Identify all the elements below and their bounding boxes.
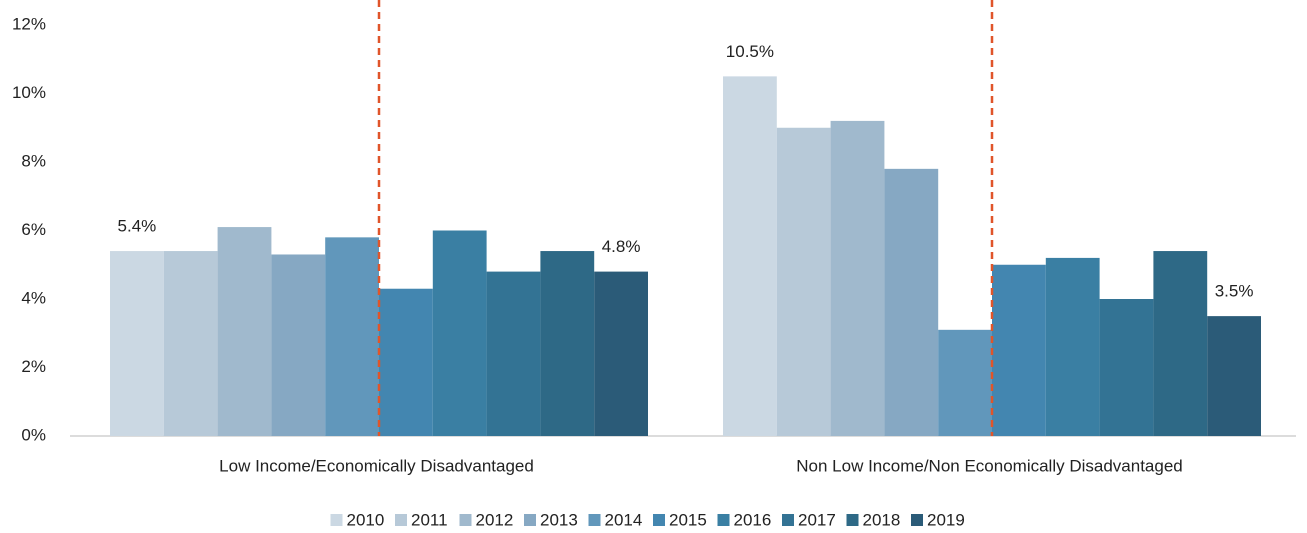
bar <box>884 168 939 436</box>
y-tick-label: 12% <box>12 14 46 33</box>
legend-swatch <box>395 514 407 526</box>
bar <box>723 76 777 436</box>
legend-label: 2011 <box>411 510 448 529</box>
data-label: 5.4% <box>118 217 157 236</box>
legend-label: 2016 <box>734 510 772 529</box>
legend-swatch <box>588 514 601 526</box>
legend-swatch <box>782 514 794 526</box>
bar <box>830 120 885 437</box>
data-label: 3.5% <box>1215 282 1254 301</box>
legend-swatch <box>459 514 472 526</box>
y-tick-label: 10% <box>12 83 46 102</box>
bar <box>163 251 218 436</box>
legend-swatch <box>524 514 536 526</box>
bar <box>540 251 595 436</box>
legend-swatch <box>846 514 859 526</box>
legend-label: 2014 <box>605 510 643 529</box>
bar <box>325 237 379 436</box>
y-tick-label: 6% <box>21 220 46 239</box>
bar <box>432 230 487 436</box>
legend-swatch <box>717 514 730 526</box>
bar <box>217 227 272 436</box>
bar <box>776 127 831 436</box>
bar <box>938 329 992 436</box>
legend-label: 2019 <box>927 510 965 529</box>
bar <box>110 251 164 436</box>
legend-swatch <box>911 514 923 526</box>
bar <box>992 264 1046 436</box>
bar <box>1153 251 1208 436</box>
data-label: 10.5% <box>726 42 774 61</box>
bar <box>271 254 326 436</box>
y-tick-label: 8% <box>21 151 46 170</box>
data-label: 4.8% <box>602 237 641 256</box>
legend-label: 2015 <box>669 510 707 529</box>
y-tick-label: 2% <box>21 357 46 376</box>
x-tick-label: Non Low Income/Non Economically Disadvan… <box>796 456 1182 475</box>
bar <box>486 271 541 436</box>
legend-label: 2018 <box>863 510 901 529</box>
legend-label: 2017 <box>798 510 836 529</box>
legend-label: 2013 <box>540 510 578 529</box>
legend-label: 2010 <box>347 510 385 529</box>
legend-swatch <box>653 514 665 526</box>
legend-swatch <box>330 514 343 526</box>
y-tick-label: 0% <box>21 425 46 444</box>
bar <box>1207 316 1261 436</box>
x-tick-label: Low Income/Economically Disadvantaged <box>219 456 534 475</box>
bar <box>594 271 648 436</box>
bar <box>379 288 433 436</box>
bar <box>1045 257 1100 436</box>
bar <box>1099 299 1154 436</box>
y-tick-label: 4% <box>21 288 46 307</box>
legend-label: 2012 <box>476 510 514 529</box>
